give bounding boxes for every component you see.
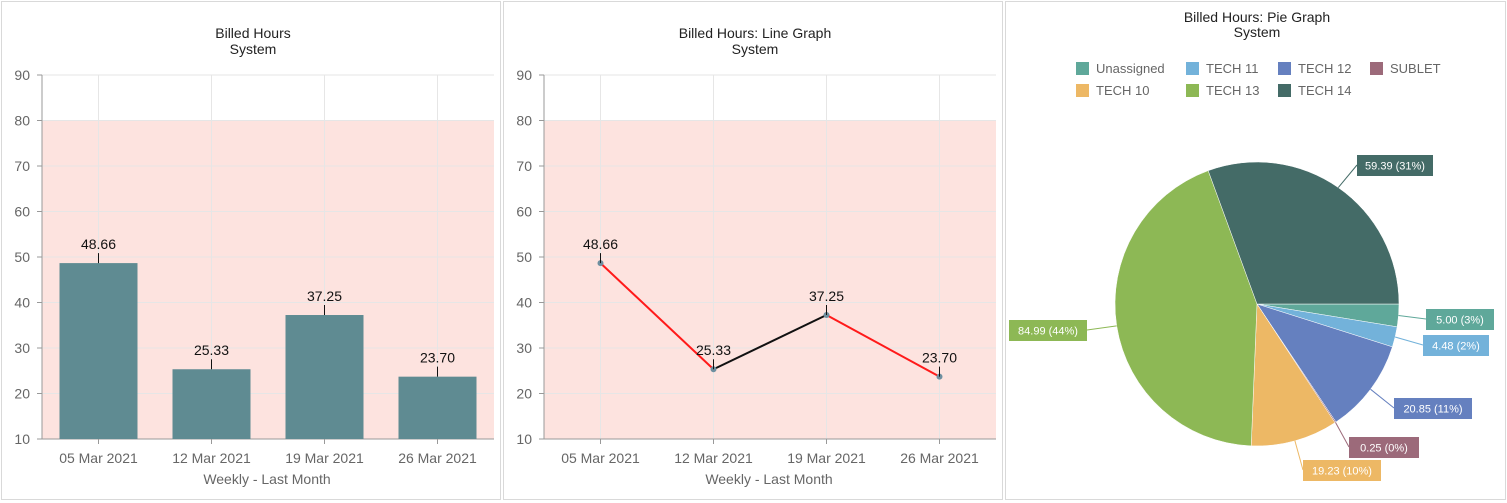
y-tick-label: 10	[14, 431, 30, 447]
chart-title-line: System	[1234, 24, 1281, 40]
pie-chart-panel: Billed Hours: Pie Graph System Unassigned T…	[1005, 1, 1506, 500]
pie-label-text: 59.39 (31%)	[1365, 161, 1425, 173]
pie-label-box	[1357, 155, 1433, 176]
pie-label-leader	[1398, 315, 1427, 320]
legend-swatch	[1076, 62, 1089, 75]
legend-swatch	[1278, 62, 1291, 75]
y-tick-label: 20	[516, 386, 532, 402]
pie-slice	[1114, 170, 1258, 447]
chart-title-line: Billed Hours	[215, 25, 290, 41]
pie-label-text: 20.85 (11%)	[1403, 404, 1462, 416]
x-tick-label: 05 Mar 2021	[59, 450, 138, 466]
data-label: 48.66	[81, 236, 116, 252]
legend-item-label: SUBLET	[1390, 61, 1441, 76]
data-label: 23.70	[922, 350, 957, 366]
bar	[59, 263, 138, 439]
line-segment	[599, 262, 715, 370]
highlight-band	[544, 120, 996, 439]
legend-swatch	[1186, 62, 1199, 75]
y-tick-label: 40	[14, 295, 30, 311]
y-tick-label: 60	[14, 204, 30, 220]
pie-label-text: 0.25 (0%)	[1360, 443, 1408, 455]
x-tick-label: 19 Mar 2021	[285, 450, 364, 466]
x-tick-label: 19 Mar 2021	[787, 450, 866, 466]
pie-label-leader	[1086, 325, 1117, 331]
pie-slice	[1256, 303, 1393, 423]
bar	[285, 315, 364, 439]
legend-item-label: TECH 12	[1298, 61, 1351, 76]
data-label: 37.25	[809, 288, 844, 304]
x-tick-label: 26 Mar 2021	[398, 450, 477, 466]
pie-label-leader	[1394, 336, 1424, 346]
data-label: 48.66	[583, 236, 618, 252]
pie-label-box	[1009, 320, 1087, 341]
bar-chart-panel: Billed Hours System 10 20 30 40 50 60 70 80 90 05 M…	[1, 1, 501, 500]
bar	[172, 369, 251, 439]
legend-swatch	[1278, 84, 1291, 97]
pie-label-leader	[1335, 422, 1350, 448]
y-tick-label: 50	[14, 249, 30, 265]
pie-label-box	[1426, 309, 1494, 330]
chart-title-line: System	[230, 41, 277, 57]
legend-item-label: Unassigned	[1096, 61, 1165, 76]
pie-label-leader	[1370, 388, 1395, 409]
pie-label-box	[1423, 335, 1489, 356]
pie-label-text: 19.23 (10%)	[1312, 466, 1372, 478]
legend-item-label: TECH 13	[1206, 83, 1259, 98]
pie-label-text: 4.48 (2%)	[1432, 341, 1480, 353]
data-label: 37.25	[307, 288, 342, 304]
x-tick-label: 05 Mar 2021	[561, 450, 640, 466]
legend-swatch	[1370, 62, 1383, 75]
pie-label-box	[1349, 437, 1419, 458]
x-axis-label: Weekly - Last Month	[705, 471, 832, 487]
data-label: 23.70	[420, 350, 455, 366]
pie-label-box	[1394, 398, 1472, 419]
line-segment	[826, 314, 940, 378]
line-chart-panel: Billed Hours: Line Graph System 10 20 30 40 50…	[503, 1, 1003, 500]
y-tick-label: 40	[516, 295, 532, 311]
chart-title-line: Billed Hours: Pie Graph	[1184, 9, 1330, 25]
y-tick-label: 10	[516, 431, 532, 447]
legend-swatch	[1186, 84, 1199, 97]
chart-title-line: System	[732, 41, 779, 57]
x-tick-label: 26 Mar 2021	[900, 450, 979, 466]
pie-label-text: 84.99 (44%)	[1018, 326, 1078, 338]
legend-item-label: TECH 10	[1096, 83, 1149, 98]
line-segment	[713, 314, 827, 371]
pie-label-leader	[1337, 164, 1358, 188]
y-tick-label: 30	[516, 340, 532, 356]
y-tick-label: 30	[14, 340, 30, 356]
y-tick-label: 90	[14, 67, 30, 83]
y-tick-label: 70	[14, 158, 30, 174]
x-tick-label: 12 Mar 2021	[674, 450, 753, 466]
pie-label-leader	[1294, 440, 1304, 471]
data-label: 25.33	[194, 342, 229, 358]
y-tick-label: 80	[14, 113, 30, 129]
y-tick-label: 50	[516, 249, 532, 265]
x-axis-label: Weekly - Last Month	[203, 471, 330, 487]
x-tick-label: 12 Mar 2021	[172, 450, 251, 466]
y-tick-label: 80	[516, 113, 532, 129]
bar	[398, 376, 477, 439]
y-tick-label: 90	[516, 67, 532, 83]
pie-label-box	[1303, 460, 1381, 481]
chart-title-line: Billed Hours: Line Graph	[679, 25, 832, 41]
legend-swatch	[1076, 84, 1089, 97]
y-tick-label: 70	[516, 158, 532, 174]
data-label: 25.33	[696, 342, 731, 358]
pie-slice	[1250, 303, 1336, 447]
legend-item-label: TECH 11	[1206, 61, 1259, 76]
legend-item-label: TECH 14	[1298, 83, 1351, 98]
y-tick-label: 60	[516, 204, 532, 220]
pie-label-text: 5.00 (3%)	[1436, 315, 1484, 327]
y-tick-label: 20	[14, 386, 30, 402]
